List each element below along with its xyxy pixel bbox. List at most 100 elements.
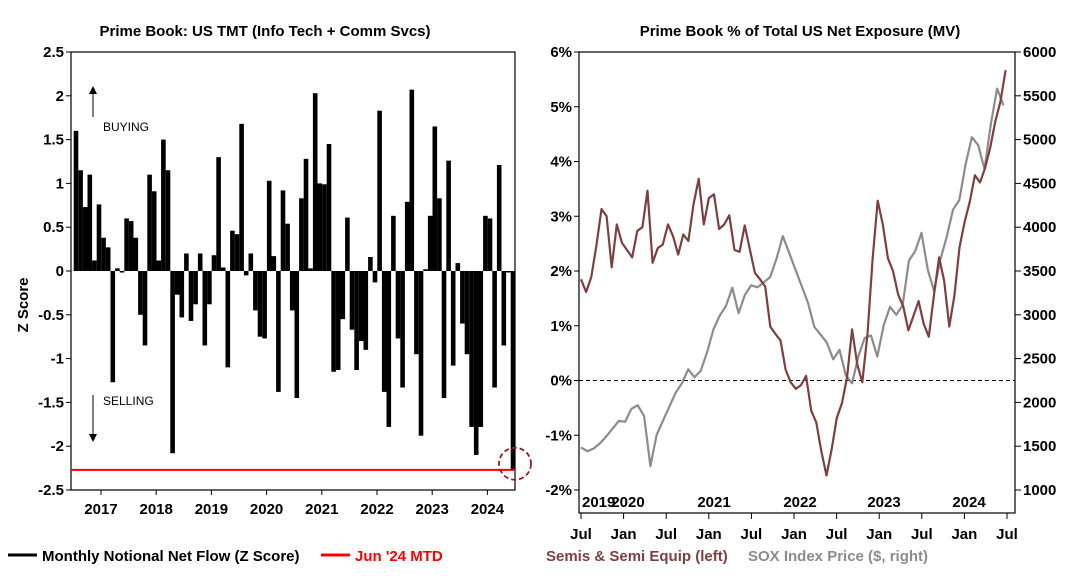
bar [161,139,166,271]
bar [372,271,378,283]
legend-label-net-flow: Monthly Notional Net Flow (Z Score) [42,548,300,565]
bar [243,271,249,276]
selling-label: SELLING [103,394,154,408]
bar [211,255,217,271]
right-price-tick-label: 5500 [1023,88,1056,105]
buying-arrow-head [89,86,97,94]
bar [381,271,387,392]
bar [464,271,470,355]
bar [239,123,244,271]
right-price-tick-label: 5000 [1023,132,1056,149]
sox-index-line [580,87,1005,468]
bar [124,218,129,271]
bar [501,271,507,346]
bar [377,110,382,271]
bar [128,221,134,271]
left-x-tick-label: 2019 [195,501,228,518]
right-price-tick-label: 2500 [1023,351,1056,368]
right-chart-left-axis: 6% 5% 4% 3% 2% 1% 0% -1% -2% [545,44,579,499]
bar [510,271,516,471]
bar [312,93,318,271]
bar [96,204,102,271]
year-label: 2020 [611,494,644,511]
bar [395,271,401,339]
left-pct-tick-label: 4% [550,154,572,171]
year-label: 2024 [952,494,986,511]
left-pct-tick-label: 5% [550,99,572,116]
bar [303,158,309,271]
bar [446,160,451,271]
bar [257,271,263,337]
right-price-tick-label: 4500 [1023,175,1056,192]
bar [280,190,286,271]
left-pct-tick-label: -1% [545,427,572,444]
bar [354,271,359,370]
right-x-tick-label: Jan [696,526,722,543]
bar [404,201,410,271]
right-chart-title: Prime Book % of Total US Net Exposure (M… [640,23,961,40]
bar [432,126,438,272]
bar [188,271,194,321]
bar [197,253,203,271]
right-x-tick-label: Jan [781,526,807,543]
left-y-tick-label: 0 [56,263,64,280]
right-price-tick-label: 1500 [1023,438,1056,455]
right-x-tick-label: Jul [655,526,677,543]
year-label: 2021 [697,494,730,511]
left-y-tick-label: -0.5 [38,307,64,324]
bar [400,271,405,388]
bar [308,268,313,271]
bar [492,271,497,388]
bar [335,271,341,370]
bar [317,183,323,271]
year-label: 2022 [783,494,816,511]
right-price-tick-label: 6000 [1023,44,1056,61]
left-y-tick-label: -2.5 [38,482,64,499]
right-x-tick-label: Jul [996,526,1018,543]
left-x-tick-label: 2024 [471,501,505,518]
bar [441,271,447,399]
bar [234,234,240,271]
legend-label-semis: Semis & Semi Equip (left) [546,548,728,565]
left-pct-tick-label: 1% [550,318,572,335]
bar [423,269,428,271]
bar [73,130,79,271]
bar [427,215,433,271]
bar [119,271,125,273]
left-y-tick-label: 2 [56,88,64,105]
left-plot-frame [70,51,516,491]
bar [105,247,111,271]
bar [78,170,83,271]
buying-label: BUYING [103,120,149,134]
bar [101,237,106,271]
left-x-tick-label: 2020 [250,501,283,518]
legend-label-mtd: Jun '24 MTD [355,548,443,565]
bar [92,260,97,271]
right-price-tick-label: 3500 [1023,263,1056,280]
left-y-tick-label: -2 [51,438,64,455]
right-price-tick-label: 4000 [1023,219,1056,236]
bar [87,174,93,271]
bar [133,237,139,271]
bar [496,165,502,271]
left-pct-tick-label: 2% [550,263,572,280]
bar [409,89,415,271]
bar [170,271,175,454]
left-pct-tick-label: 6% [550,44,572,61]
left-y-axis: 2.5 2 1.5 1 0.5 0 -0.5 -1 -1.5 -2 -2.5 [38,44,71,499]
bar [271,256,277,271]
bar [418,271,424,436]
semis-line [579,70,1007,477]
bar [414,271,419,355]
bar [262,271,267,339]
bar [450,271,456,366]
bar [207,271,212,305]
bar [156,260,162,271]
bar [349,271,355,330]
bar [294,271,300,399]
bar [478,271,484,427]
left-y-tick-label: 1.5 [43,132,64,149]
bar [248,253,254,271]
